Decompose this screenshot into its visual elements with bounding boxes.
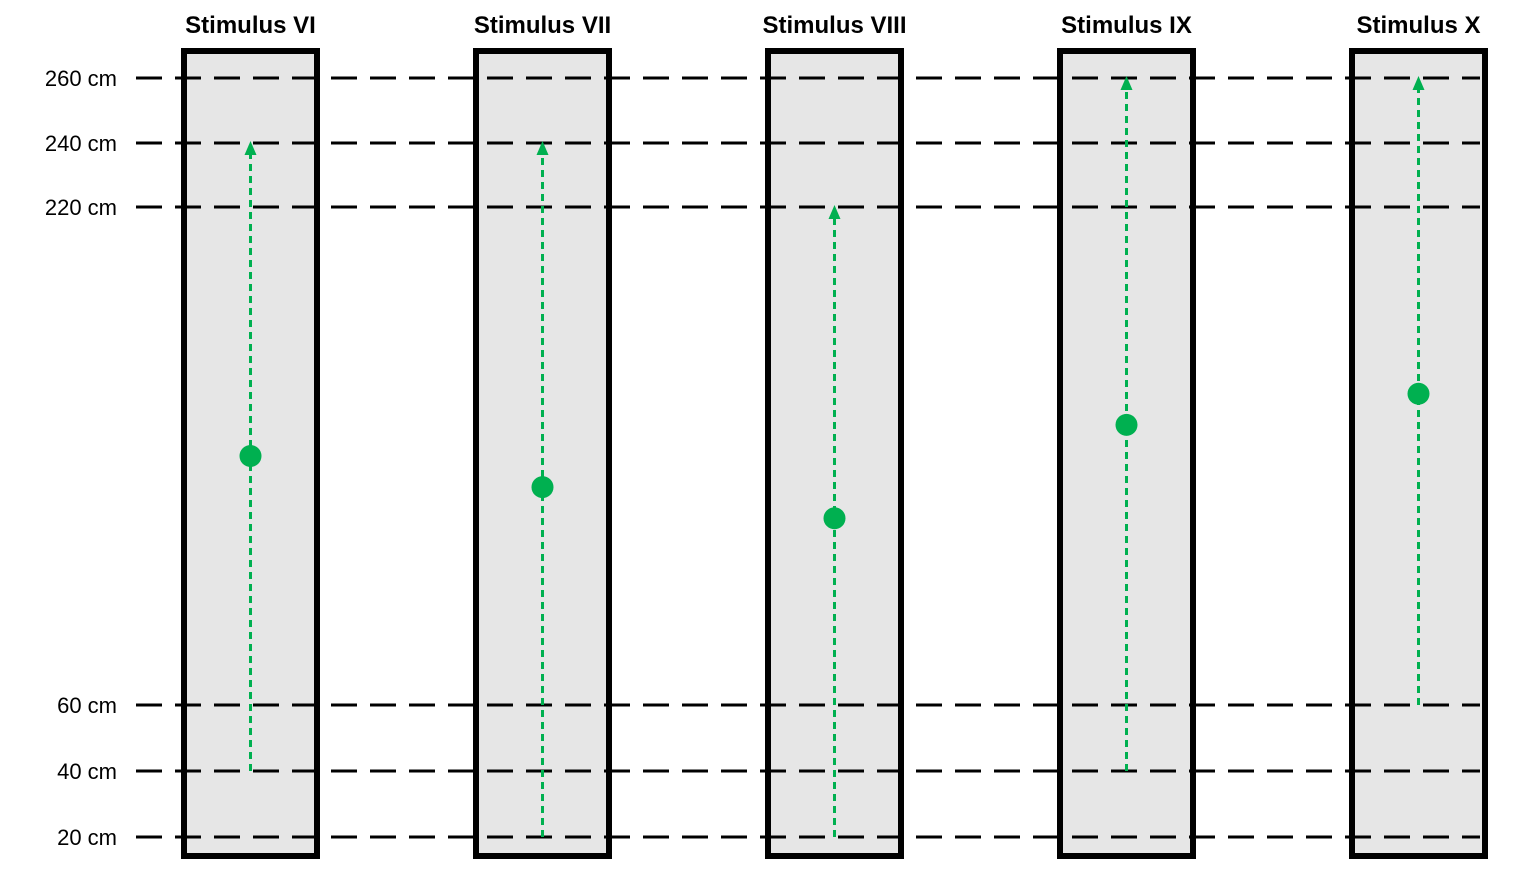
midpoint-marker xyxy=(1115,413,1138,436)
level-label-240cm: 240 cm xyxy=(45,131,117,156)
stimulus-title-stimulus-x: Stimulus X xyxy=(1356,12,1480,39)
level-labels: 260 cm 240 cm 220 cm 60 cm 40 cm 20 cm xyxy=(45,66,117,850)
midpoint-marker xyxy=(823,507,846,530)
stimulus-title-stimulus-viii: Stimulus VIII xyxy=(762,12,906,39)
motion-path-stimulus-x xyxy=(1407,76,1430,705)
arrow-head-icon xyxy=(828,205,841,219)
level-label-40cm: 40 cm xyxy=(57,759,117,784)
arrow-head-icon xyxy=(1120,76,1133,90)
motion-path-stimulus-viii xyxy=(823,205,846,837)
stimulus-title-stimulus-vi: Stimulus VI xyxy=(185,12,316,39)
motion-path-stimulus-vii xyxy=(531,141,554,837)
midpoint-marker xyxy=(531,476,554,499)
arrow-head-icon xyxy=(536,141,549,155)
motion-path-stimulus-vi xyxy=(239,141,262,771)
midpoint-marker xyxy=(239,445,262,467)
level-guides xyxy=(136,76,1480,839)
motion-path-stimulus-ix xyxy=(1115,76,1138,771)
panel-stimulus-viii xyxy=(765,48,904,859)
level-label-220cm: 220 cm xyxy=(45,195,117,220)
stimulus-titles: Stimulus VI Stimulus VII Stimulus VIII Stim… xyxy=(185,12,1480,39)
stimulus-title-stimulus-vii: Stimulus VII xyxy=(474,12,611,39)
level-label-20cm: 20 cm xyxy=(57,825,117,850)
arrow-head-icon xyxy=(244,141,257,155)
level-label-260cm: 260 cm xyxy=(45,66,117,91)
arrow-head-icon xyxy=(1412,76,1425,90)
stimulus-paths xyxy=(239,76,1430,837)
panel-stimulus-x xyxy=(1349,48,1488,859)
stimulus-title-stimulus-ix: Stimulus IX xyxy=(1061,12,1192,39)
level-label-60cm: 60 cm xyxy=(57,693,117,718)
midpoint-marker xyxy=(1407,382,1430,405)
